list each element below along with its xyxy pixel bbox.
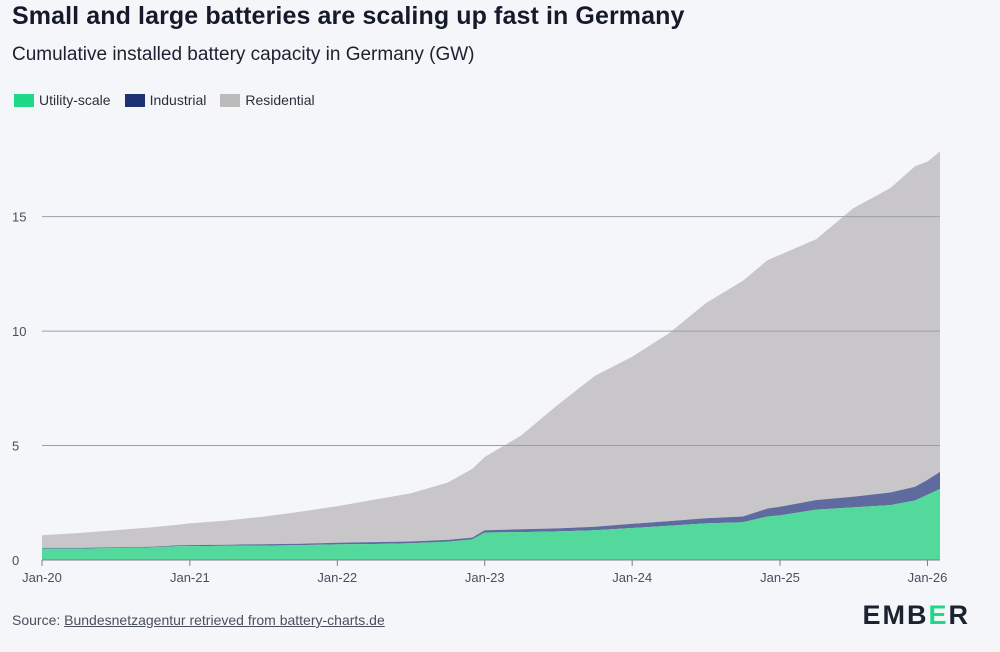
ember-logo: EMBER xyxy=(862,600,970,631)
logo-text-end: R xyxy=(948,600,970,630)
source-prefix: Source: xyxy=(12,612,61,628)
area-utility-scale xyxy=(42,489,940,560)
x-tick-label-Jan-25: Jan-25 xyxy=(760,570,800,585)
legend-swatch-utility xyxy=(14,93,34,107)
legend-label-industrial: Industrial xyxy=(149,92,207,108)
legend-label-residential: Residential xyxy=(245,92,315,108)
area-residential xyxy=(42,151,940,548)
x-tick-label-Jan-20: Jan-20 xyxy=(22,570,62,585)
legend-swatch-industrial xyxy=(124,93,145,107)
y-tick-label-15: 15 xyxy=(12,210,26,225)
legend-swatch-residential xyxy=(220,93,241,107)
legend-item-industrial: Industrial xyxy=(124,92,207,108)
y-tick-label-0: 0 xyxy=(12,553,19,568)
logo-accent-letter: E xyxy=(928,600,949,630)
legend: Utility-scale Industrial Residential xyxy=(14,92,315,108)
legend-label-utility: Utility-scale xyxy=(39,92,111,108)
legend-item-utility: Utility-scale xyxy=(14,92,111,108)
y-tick-label-10: 10 xyxy=(12,324,26,339)
chart-title: Small and large batteries are scaling up… xyxy=(12,2,685,30)
logo-text-start: EMB xyxy=(862,600,929,630)
x-tick-label-Jan-22: Jan-22 xyxy=(317,570,357,585)
source-note: Source: Bundesnetzagentur retrieved from… xyxy=(12,612,385,628)
legend-item-residential: Residential xyxy=(220,92,315,108)
x-tick-label-Jan-21: Jan-21 xyxy=(170,570,210,585)
source-link[interactable]: Bundesnetzagentur retrieved from battery… xyxy=(64,612,385,628)
x-tick-label-Jan-23: Jan-23 xyxy=(465,570,505,585)
stacked-area-chart: 0 5 10 15 Jan-20 Jan-21 Jan-22 Jan-23 Jan-24 Jan-… xyxy=(12,151,948,585)
y-tick-label-5: 5 xyxy=(12,439,19,454)
chart-subtitle: Cumulative installed battery capacity in… xyxy=(12,44,475,65)
x-tick-label-Jan-24: Jan-24 xyxy=(612,570,652,585)
x-tick-label-Jan-26: Jan-26 xyxy=(908,570,948,585)
